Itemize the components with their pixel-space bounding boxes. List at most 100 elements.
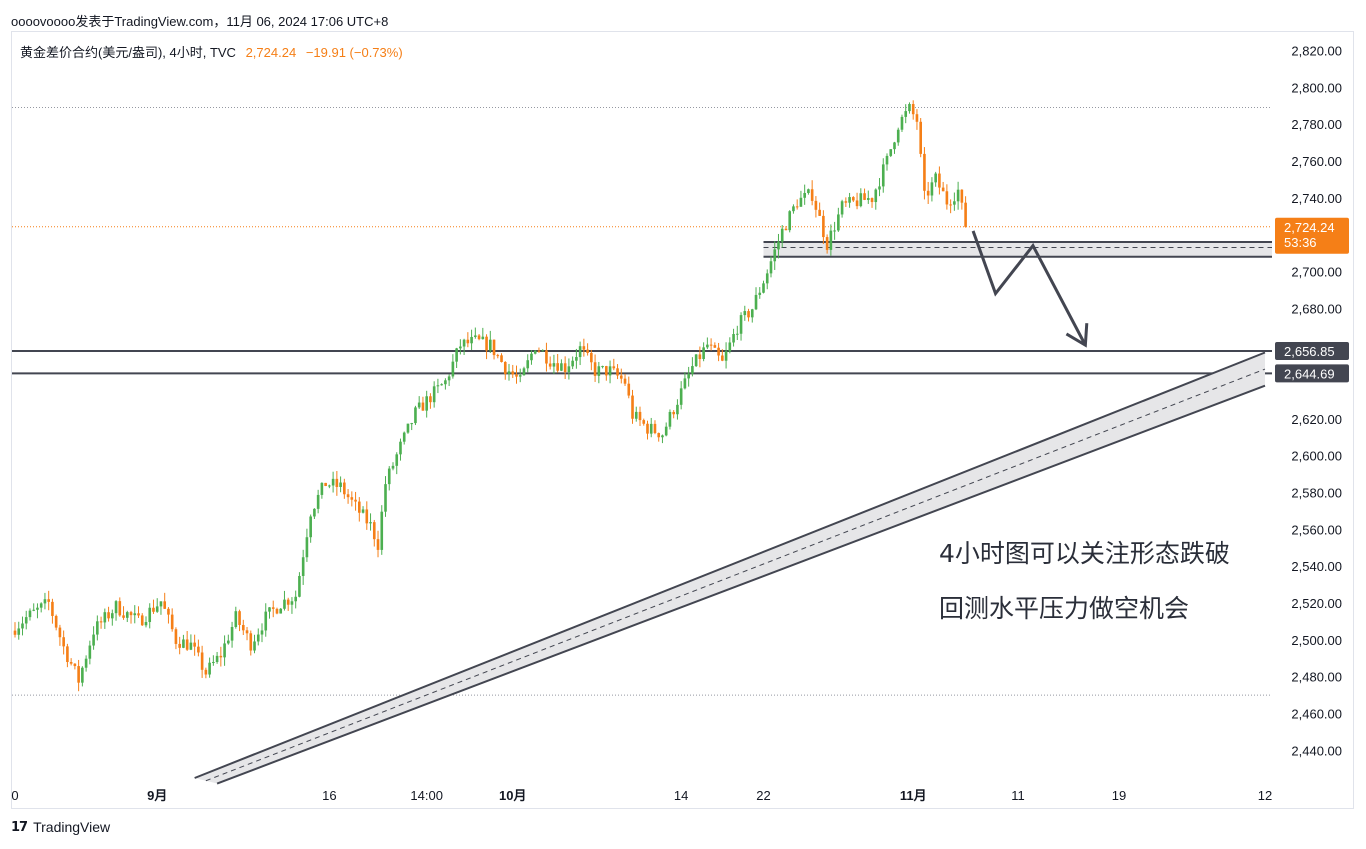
candle-body [870, 198, 874, 203]
candle-body [571, 360, 574, 367]
candle-body [316, 494, 320, 509]
candle-body [107, 612, 110, 619]
y-tick-label: 2,540.00 [1291, 559, 1342, 574]
trend-channel-lower [216, 384, 1266, 785]
candle-body [582, 346, 586, 350]
candle-body [676, 404, 679, 415]
candle-body [399, 441, 402, 455]
candle-body [13, 630, 17, 635]
candle-body [350, 497, 354, 500]
trend-channel-fill[interactable] [194, 352, 1265, 784]
candle-body [189, 642, 193, 650]
candle-body [81, 667, 84, 683]
candle-body [343, 482, 346, 495]
candle-body [346, 494, 350, 498]
candle-body [518, 375, 522, 377]
candle-body [66, 646, 69, 663]
candle-body [889, 149, 893, 156]
candle-body [795, 206, 799, 208]
candle-body [69, 662, 73, 664]
candle-body [926, 190, 930, 196]
candle-body [485, 336, 488, 351]
candle-body [462, 339, 466, 347]
candle-body [765, 273, 769, 284]
last-price-tag [1275, 217, 1349, 254]
candle-body [328, 485, 331, 487]
candle-body [455, 348, 458, 362]
candle-body [818, 209, 821, 216]
tradingview-footer[interactable]: 17 TradingView [11, 819, 110, 835]
candle-body [436, 385, 440, 387]
candle-body [739, 315, 743, 334]
candle-body [762, 283, 765, 293]
candle-body [601, 366, 604, 368]
resistance-band[interactable] [763, 241, 1272, 257]
y-tick-label: 2,800.00 [1291, 80, 1342, 95]
y-tick-label: 2,500.00 [1291, 633, 1342, 648]
candle-body [204, 669, 208, 675]
candle-body [934, 173, 937, 183]
candle-body [361, 509, 365, 513]
candle-body [24, 617, 28, 624]
candle-body [593, 362, 597, 376]
candle-body [545, 350, 548, 364]
candle-body [661, 435, 664, 438]
candle-body [241, 624, 245, 631]
candle-body [298, 575, 301, 597]
candle-body [335, 478, 339, 487]
candle-body [863, 193, 866, 200]
candle-body [133, 613, 137, 616]
candle-body [586, 349, 589, 353]
candle-body [881, 164, 885, 187]
candle-body [182, 639, 185, 648]
x-tick-label: 0 [11, 788, 18, 803]
y-tick-label: 2,620.00 [1291, 412, 1342, 427]
candle-body [721, 355, 724, 361]
candle-body [253, 641, 256, 651]
candle-body [567, 366, 571, 373]
x-tick-label: 11 [1011, 788, 1025, 803]
candle-body [698, 354, 702, 360]
candle-body [425, 396, 428, 411]
candle-body [923, 153, 926, 191]
candle-body [855, 200, 859, 207]
candle-body [664, 426, 668, 436]
y-tick-label: 2,740.00 [1291, 191, 1342, 206]
y-tick-label: 2,760.00 [1291, 154, 1342, 169]
symbol-name[interactable]: 黄金差价合约(美元/盎司), 4小时, TVC [20, 45, 236, 60]
candle-body [822, 215, 825, 238]
candle-body [814, 200, 818, 210]
last-price-tag-value: 2,724.24 [1284, 220, 1335, 235]
candle-body [264, 611, 268, 631]
candle-body [185, 639, 189, 650]
candle-body [605, 366, 608, 376]
candle-body [747, 311, 750, 318]
candle-body [440, 384, 443, 386]
candle-body [84, 658, 88, 668]
candle-body [402, 432, 406, 442]
candle-body [488, 339, 492, 351]
candle-body [896, 129, 900, 143]
candle-body [148, 607, 152, 623]
candle-body [421, 402, 425, 411]
candle-body [155, 606, 159, 612]
candle-body [324, 482, 327, 487]
candle-body [54, 615, 58, 628]
candle-body [358, 501, 361, 513]
candle-body [780, 228, 784, 242]
projection-arrow[interactable] [971, 230, 1087, 346]
candle-body [170, 614, 174, 630]
candle-body [769, 261, 773, 274]
candle-body [533, 350, 537, 354]
publish-caption: oooovoooo发表于TradingView.com，11月 06, 2024… [11, 14, 389, 29]
candle-body [840, 201, 844, 215]
y-tick-label: 2,580.00 [1291, 485, 1342, 500]
candle-body [799, 197, 803, 207]
y-tick-label: 2,480.00 [1291, 670, 1342, 685]
candle-body [908, 104, 911, 112]
candle-body [238, 611, 241, 625]
candle-body [833, 230, 836, 232]
candle-body [417, 402, 421, 408]
candle-body [885, 155, 889, 165]
